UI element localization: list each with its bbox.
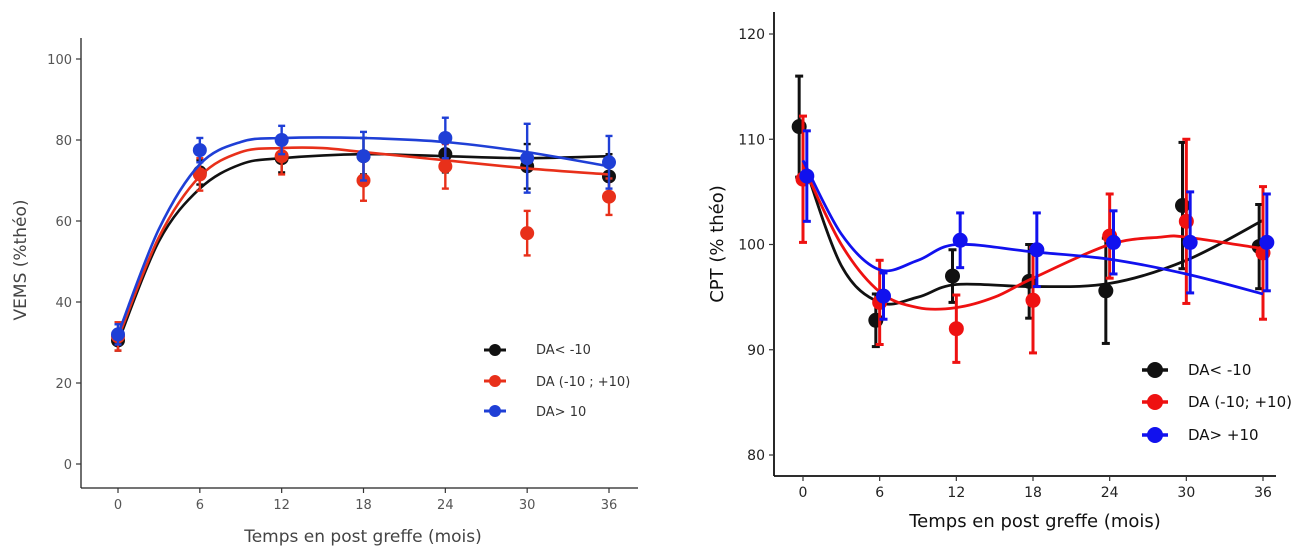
right-y-axis-title: CPT (% théo) bbox=[707, 185, 728, 303]
left-point-2-0 bbox=[111, 327, 125, 342]
chart-vems: 0 20 40 60 80 100 0 6 12 18 24 30 36 Temps en post … bbox=[11, 38, 638, 547]
right-point-2-2 bbox=[952, 232, 968, 248]
left-xtick-label-6: 6 bbox=[196, 498, 204, 513]
right-xtick-label-6: 6 bbox=[875, 485, 884, 501]
left-xtick-label-12: 12 bbox=[273, 498, 290, 513]
left-xtick-label-18: 18 bbox=[355, 498, 372, 513]
left-point-1-6 bbox=[602, 189, 616, 204]
left-x-ticks: 0 6 12 18 24 30 36 bbox=[114, 488, 617, 513]
right-legend-dot-1 bbox=[1147, 394, 1163, 410]
right-legend: DA< -10 DA (-10; +10) DA> +10 bbox=[1142, 361, 1292, 444]
left-ytick-label-40: 40 bbox=[55, 296, 72, 311]
right-point-2-3 bbox=[1029, 242, 1045, 258]
right-fit-curve-1 bbox=[801, 164, 1264, 311]
right-fit-curve-0 bbox=[801, 159, 1264, 306]
left-point-2-3 bbox=[356, 149, 371, 164]
right-ytick-label-80: 80 bbox=[747, 448, 765, 464]
left-ytick-label-20: 20 bbox=[55, 377, 72, 392]
left-ytick-label-60: 60 bbox=[55, 215, 72, 230]
left-legend-label-2: DA> 10 bbox=[536, 405, 586, 420]
right-series-1 bbox=[795, 114, 1271, 364]
right-point-1-3 bbox=[1025, 292, 1041, 308]
left-point-2-1 bbox=[192, 143, 207, 158]
right-legend-label-1: DA (-10; +10) bbox=[1188, 393, 1292, 411]
left-x-axis-title: Temps en post greffe (mois) bbox=[243, 527, 482, 547]
right-xtick-label-30: 30 bbox=[1177, 485, 1195, 501]
left-legend-dot-2 bbox=[489, 405, 501, 417]
left-xtick-label-36: 36 bbox=[601, 498, 618, 513]
right-legend-dot-0 bbox=[1147, 362, 1163, 378]
right-point-2-1 bbox=[876, 288, 891, 304]
left-legend: DA< -10 DA (-10 ; +10) DA> 10 bbox=[484, 343, 630, 420]
right-point-2-6 bbox=[1259, 234, 1275, 250]
left-point-1-2 bbox=[274, 149, 289, 164]
left-legend-dot-1 bbox=[489, 375, 501, 387]
right-xtick-label-12: 12 bbox=[947, 485, 965, 501]
right-x-ticks: 0 6 12 18 24 30 36 bbox=[799, 476, 1272, 501]
right-xtick-label-0: 0 bbox=[799, 485, 808, 501]
right-series-2 bbox=[799, 129, 1275, 321]
chart-cpt: 80 90 100 110 120 0 6 12 18 24 30 36 Temps en post… bbox=[707, 12, 1292, 532]
right-ytick-label-110: 110 bbox=[738, 132, 765, 148]
right-ytick-label-90: 90 bbox=[747, 343, 765, 359]
left-series-2 bbox=[111, 116, 616, 346]
left-series-layer bbox=[111, 116, 616, 352]
left-point-2-5 bbox=[520, 151, 535, 166]
left-point-2-4 bbox=[438, 130, 453, 145]
left-point-1-5 bbox=[520, 226, 535, 241]
left-xtick-label-0: 0 bbox=[114, 498, 122, 513]
right-point-0-4 bbox=[1098, 283, 1114, 299]
left-y-ticks: 0 20 40 60 80 100 bbox=[47, 53, 81, 473]
right-series-layer bbox=[791, 74, 1275, 364]
right-point-2-5 bbox=[1182, 234, 1198, 250]
left-legend-label-1: DA (-10 ; +10) bbox=[536, 375, 630, 390]
left-point-1-4 bbox=[438, 159, 453, 174]
left-point-1-1 bbox=[192, 167, 207, 182]
left-ytick-label-100: 100 bbox=[47, 53, 72, 68]
right-point-0-2 bbox=[945, 268, 960, 284]
right-legend-dot-2 bbox=[1147, 427, 1163, 443]
left-y-axis-title: VEMS (%théo) bbox=[11, 200, 31, 321]
right-xtick-label-24: 24 bbox=[1101, 485, 1119, 501]
left-ytick-label-0: 0 bbox=[64, 458, 72, 473]
right-point-2-0 bbox=[799, 168, 815, 184]
right-y-ticks: 80 90 100 110 120 bbox=[738, 27, 774, 464]
left-fit-curve-1 bbox=[116, 146, 610, 339]
right-legend-label-2: DA> +10 bbox=[1188, 426, 1259, 444]
right-ytick-label-120: 120 bbox=[738, 27, 765, 43]
left-legend-dot-0 bbox=[489, 344, 501, 356]
right-xtick-label-18: 18 bbox=[1024, 485, 1042, 501]
right-ytick-label-100: 100 bbox=[738, 238, 765, 254]
right-x-axis-title: Temps en post greffe (mois) bbox=[908, 511, 1161, 532]
left-point-2-2 bbox=[274, 133, 289, 147]
right-xtick-label-36: 36 bbox=[1254, 485, 1272, 501]
left-xtick-label-30: 30 bbox=[519, 498, 536, 513]
right-legend-label-0: DA< -10 bbox=[1188, 361, 1251, 379]
left-legend-label-0: DA< -10 bbox=[536, 343, 591, 358]
left-point-2-6 bbox=[602, 155, 616, 170]
left-xtick-label-24: 24 bbox=[437, 498, 454, 513]
left-ytick-label-80: 80 bbox=[55, 134, 72, 149]
right-point-2-4 bbox=[1106, 234, 1121, 250]
right-point-1-2 bbox=[948, 321, 964, 337]
